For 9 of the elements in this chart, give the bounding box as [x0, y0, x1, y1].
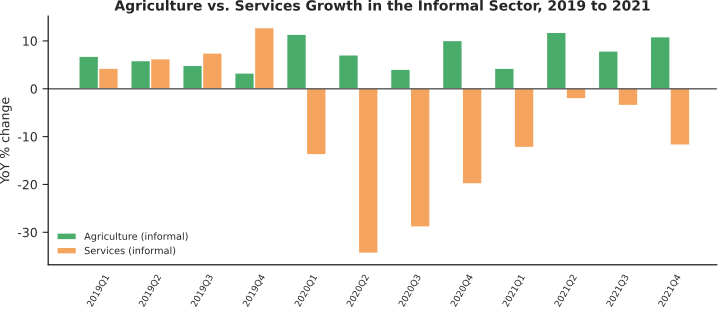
legend-label: Services (informal) [84, 246, 176, 256]
y-tick-label: -20 [18, 180, 37, 190]
y-tick-label: -10 [18, 132, 37, 142]
y-tick-label: 10 [23, 36, 37, 46]
y-tick-label: 0 [30, 84, 37, 94]
legend-label: Agriculture (informal) [84, 232, 188, 242]
y-tick-label: -30 [18, 228, 37, 238]
chart-title: Agriculture vs. Services Growth in the Informal Sector, 2019 to 2021 [114, 0, 650, 14]
y-axis-title: YoY % change [0, 98, 12, 184]
